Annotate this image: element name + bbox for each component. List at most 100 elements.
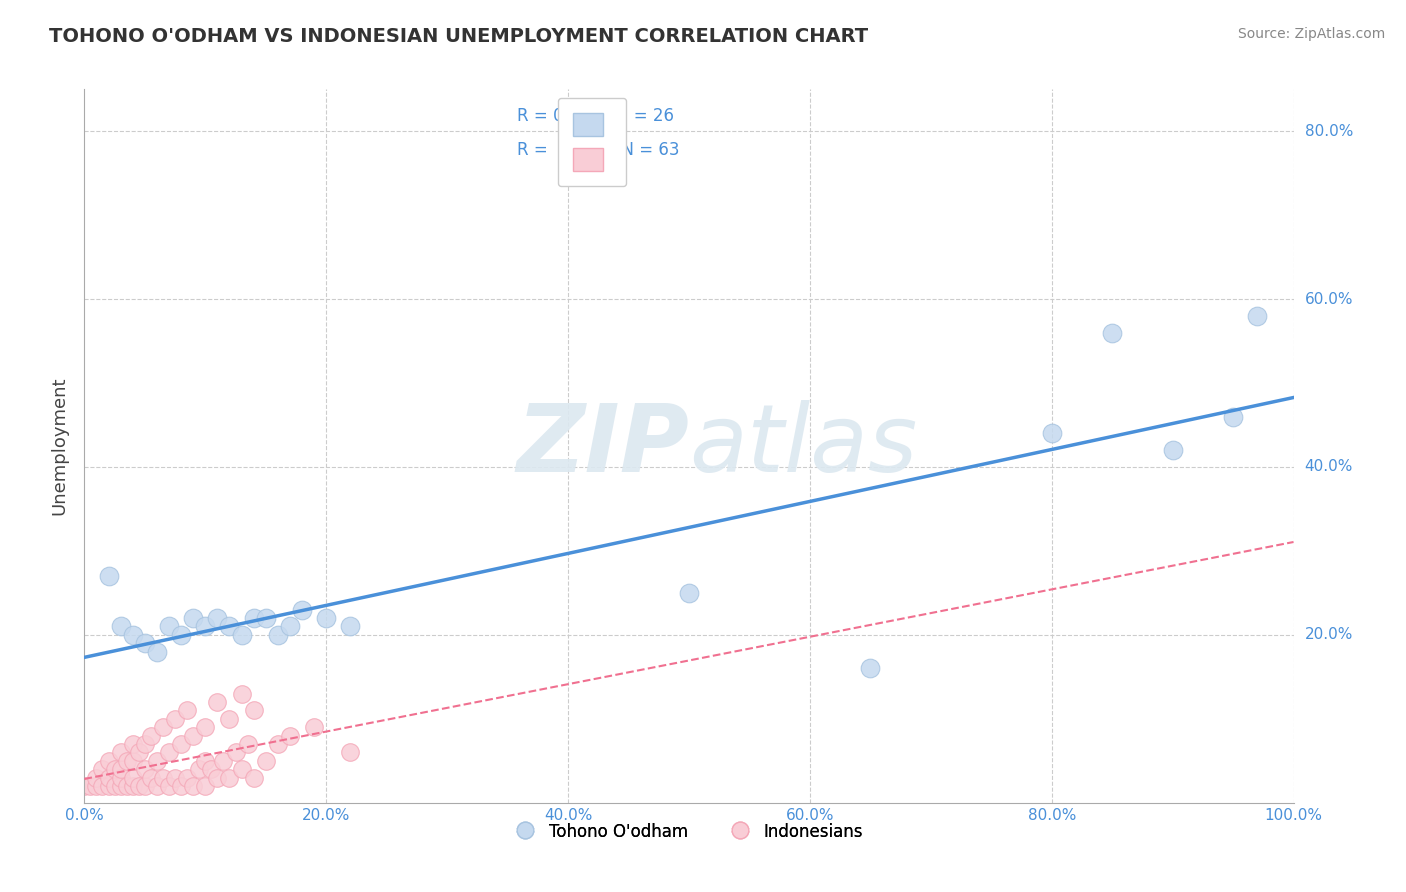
- Point: [110, 762, 132, 776]
- Point: [157, 746, 180, 760]
- Point: [194, 754, 217, 768]
- Point: [207, 771, 229, 785]
- Point: [104, 762, 127, 776]
- Point: [73, 779, 96, 793]
- Point: [157, 619, 180, 633]
- Point: [242, 703, 264, 717]
- Point: [236, 737, 259, 751]
- Text: R = 0.700   N = 26: R = 0.700 N = 26: [517, 107, 675, 125]
- Point: [79, 779, 101, 793]
- Point: [291, 603, 314, 617]
- Point: [97, 569, 120, 583]
- Point: [121, 628, 143, 642]
- Point: [188, 762, 211, 776]
- Point: [339, 619, 361, 633]
- Point: [194, 720, 217, 734]
- Point: [86, 779, 108, 793]
- Point: [146, 754, 169, 768]
- Point: [218, 771, 240, 785]
- Point: [170, 737, 193, 751]
- Point: [146, 779, 169, 793]
- Point: [165, 771, 187, 785]
- Point: [128, 746, 150, 760]
- Legend: Tohono O'odham, Indonesians: Tohono O'odham, Indonesians: [509, 816, 869, 848]
- Text: 60.0%: 60.0%: [1305, 292, 1353, 307]
- Point: [110, 619, 132, 633]
- Point: [200, 762, 222, 776]
- Text: TOHONO O'ODHAM VS INDONESIAN UNEMPLOYMENT CORRELATION CHART: TOHONO O'ODHAM VS INDONESIAN UNEMPLOYMEN…: [49, 27, 869, 45]
- Text: 80.0%: 80.0%: [1305, 124, 1353, 138]
- Y-axis label: Unemployment: Unemployment: [51, 376, 69, 516]
- Point: [242, 611, 264, 625]
- Point: [121, 737, 143, 751]
- Point: [86, 771, 108, 785]
- Point: [267, 737, 290, 751]
- Point: [165, 712, 187, 726]
- Point: [134, 636, 156, 650]
- Point: [152, 771, 174, 785]
- Point: [97, 771, 120, 785]
- Point: [254, 754, 277, 768]
- Text: atlas: atlas: [689, 401, 917, 491]
- Point: [1222, 409, 1244, 424]
- Point: [139, 729, 162, 743]
- Point: [110, 771, 132, 785]
- Point: [134, 779, 156, 793]
- Point: [128, 779, 150, 793]
- Point: [231, 687, 253, 701]
- Text: 20.0%: 20.0%: [1305, 627, 1353, 642]
- Point: [302, 720, 325, 734]
- Point: [218, 712, 240, 726]
- Point: [181, 779, 204, 793]
- Point: [170, 628, 193, 642]
- Point: [110, 746, 132, 760]
- Point: [339, 746, 361, 760]
- Point: [678, 586, 700, 600]
- Point: [1040, 426, 1063, 441]
- Text: R =  0.137   N = 63: R = 0.137 N = 63: [517, 141, 679, 159]
- Point: [207, 611, 229, 625]
- Text: Source: ZipAtlas.com: Source: ZipAtlas.com: [1237, 27, 1385, 41]
- Point: [1246, 309, 1268, 323]
- Point: [212, 754, 235, 768]
- Point: [176, 771, 198, 785]
- Point: [91, 779, 114, 793]
- Point: [278, 729, 301, 743]
- Text: ZIP: ZIP: [516, 400, 689, 492]
- Point: [134, 762, 156, 776]
- Point: [104, 779, 127, 793]
- Point: [176, 703, 198, 717]
- Point: [1101, 326, 1123, 340]
- Point: [194, 779, 217, 793]
- Point: [1161, 443, 1184, 458]
- Point: [115, 779, 138, 793]
- Point: [254, 611, 277, 625]
- Point: [115, 754, 138, 768]
- Text: 40.0%: 40.0%: [1305, 459, 1353, 475]
- Point: [231, 762, 253, 776]
- Point: [97, 779, 120, 793]
- Point: [181, 611, 204, 625]
- Point: [152, 720, 174, 734]
- Point: [278, 619, 301, 633]
- Point: [231, 628, 253, 642]
- Point: [139, 771, 162, 785]
- Point: [91, 762, 114, 776]
- Point: [225, 746, 247, 760]
- Point: [859, 661, 882, 675]
- Point: [157, 779, 180, 793]
- Point: [121, 754, 143, 768]
- Point: [315, 611, 337, 625]
- Point: [134, 737, 156, 751]
- Point: [146, 645, 169, 659]
- Point: [242, 771, 264, 785]
- Point: [207, 695, 229, 709]
- Point: [121, 771, 143, 785]
- Point: [218, 619, 240, 633]
- Point: [97, 754, 120, 768]
- Point: [110, 779, 132, 793]
- Point: [121, 779, 143, 793]
- Point: [181, 729, 204, 743]
- Point: [170, 779, 193, 793]
- Point: [194, 619, 217, 633]
